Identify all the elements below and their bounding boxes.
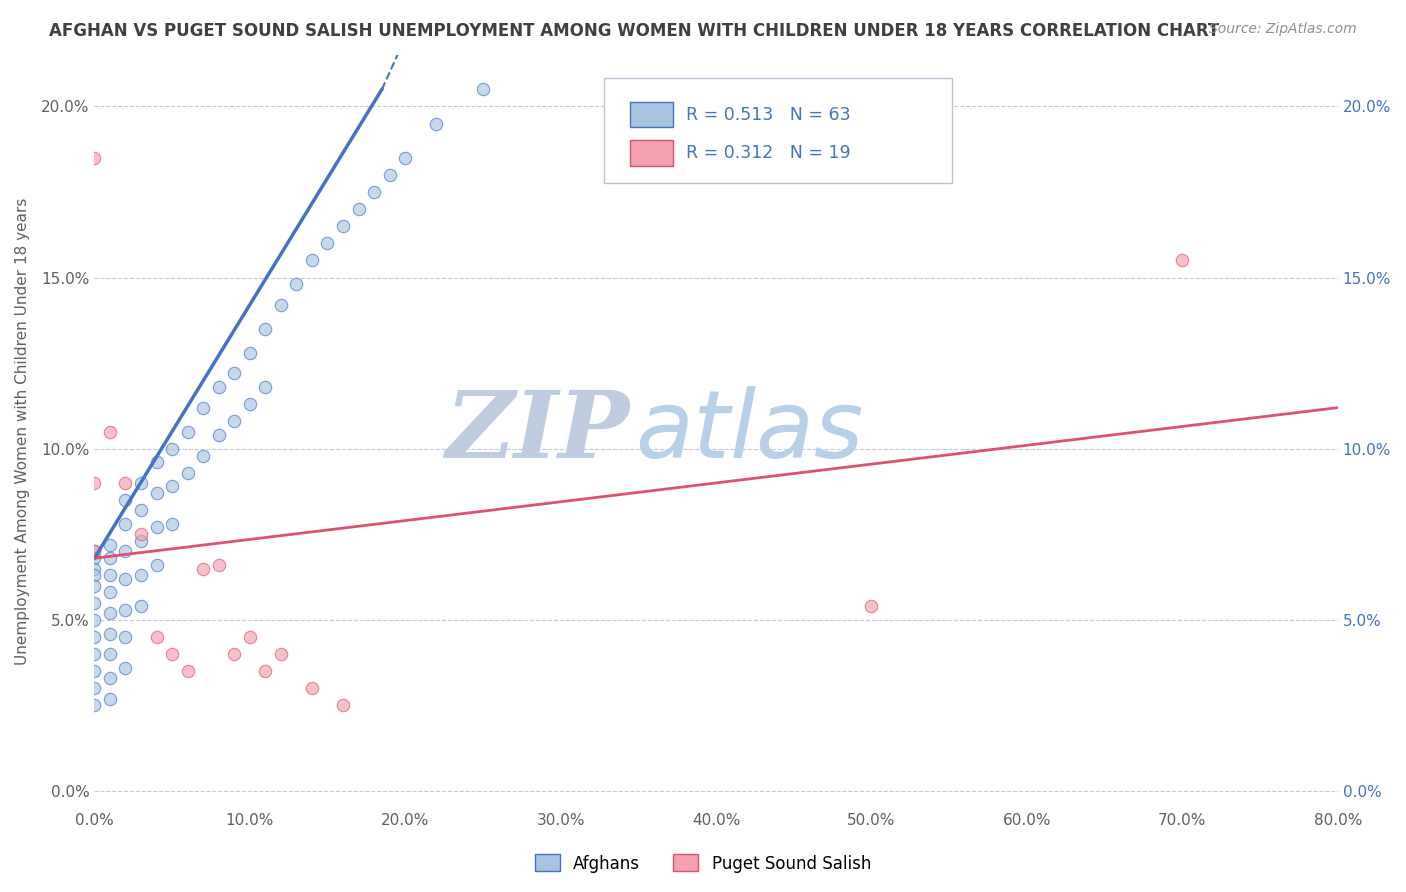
- Text: ZIP: ZIP: [444, 386, 628, 476]
- Y-axis label: Unemployment Among Women with Children Under 18 years: Unemployment Among Women with Children U…: [15, 198, 30, 665]
- Point: [301, 681, 323, 696]
- Point: [254, 322, 277, 336]
- Point: [98, 568, 121, 582]
- Point: [471, 82, 494, 96]
- Point: [114, 475, 136, 490]
- Point: [129, 534, 152, 549]
- Point: [1171, 253, 1194, 268]
- Point: [191, 561, 214, 575]
- FancyBboxPatch shape: [630, 102, 672, 128]
- Point: [860, 599, 883, 614]
- Point: [347, 202, 370, 216]
- Point: [332, 219, 354, 234]
- Point: [145, 455, 167, 469]
- Point: [254, 664, 277, 678]
- Point: [98, 551, 121, 566]
- Point: [129, 503, 152, 517]
- Text: R = 0.312   N = 19: R = 0.312 N = 19: [686, 144, 851, 162]
- Point: [191, 401, 214, 415]
- Point: [129, 599, 152, 614]
- Point: [270, 647, 292, 661]
- Point: [114, 630, 136, 644]
- Point: [208, 558, 231, 573]
- Point: [83, 681, 105, 696]
- Text: R = 0.513   N = 63: R = 0.513 N = 63: [686, 105, 851, 124]
- Point: [114, 544, 136, 558]
- Point: [160, 516, 183, 531]
- Point: [332, 698, 354, 713]
- Point: [160, 479, 183, 493]
- Point: [83, 544, 105, 558]
- Point: [176, 664, 198, 678]
- Point: [145, 558, 167, 573]
- Point: [114, 572, 136, 586]
- Point: [83, 596, 105, 610]
- Point: [83, 475, 105, 490]
- Point: [83, 664, 105, 678]
- Text: AFGHAN VS PUGET SOUND SALISH UNEMPLOYMENT AMONG WOMEN WITH CHILDREN UNDER 18 YEA: AFGHAN VS PUGET SOUND SALISH UNEMPLOYMEN…: [49, 22, 1219, 40]
- Point: [98, 691, 121, 706]
- Point: [83, 544, 105, 558]
- Point: [98, 425, 121, 439]
- Point: [224, 414, 246, 428]
- Point: [363, 185, 385, 199]
- Point: [129, 568, 152, 582]
- Point: [98, 626, 121, 640]
- Point: [160, 442, 183, 456]
- Point: [145, 486, 167, 500]
- Point: [98, 537, 121, 551]
- Point: [191, 449, 214, 463]
- Point: [83, 613, 105, 627]
- Point: [83, 561, 105, 575]
- Point: [378, 168, 401, 182]
- Point: [114, 516, 136, 531]
- Point: [83, 551, 105, 566]
- Point: [224, 367, 246, 381]
- Point: [114, 493, 136, 508]
- Point: [129, 527, 152, 541]
- Point: [145, 520, 167, 534]
- Point: [83, 568, 105, 582]
- Point: [176, 466, 198, 480]
- Point: [316, 236, 339, 251]
- Point: [208, 380, 231, 394]
- Point: [270, 298, 292, 312]
- Point: [114, 602, 136, 616]
- Point: [394, 151, 416, 165]
- Point: [98, 647, 121, 661]
- Text: Source: ZipAtlas.com: Source: ZipAtlas.com: [1209, 22, 1357, 37]
- Point: [129, 475, 152, 490]
- FancyBboxPatch shape: [630, 140, 672, 166]
- Point: [114, 661, 136, 675]
- Point: [254, 380, 277, 394]
- Point: [83, 698, 105, 713]
- Point: [425, 117, 447, 131]
- Text: atlas: atlas: [636, 386, 863, 477]
- Point: [145, 630, 167, 644]
- Point: [160, 647, 183, 661]
- Point: [176, 425, 198, 439]
- Point: [239, 346, 262, 360]
- Point: [208, 428, 231, 442]
- Point: [301, 253, 323, 268]
- Point: [83, 647, 105, 661]
- FancyBboxPatch shape: [605, 78, 952, 183]
- Point: [239, 630, 262, 644]
- Point: [98, 671, 121, 685]
- Point: [83, 151, 105, 165]
- Point: [239, 397, 262, 411]
- Legend: Afghans, Puget Sound Salish: Afghans, Puget Sound Salish: [529, 847, 877, 880]
- Point: [285, 277, 308, 292]
- Point: [98, 585, 121, 599]
- Point: [98, 606, 121, 620]
- Point: [83, 630, 105, 644]
- Point: [83, 579, 105, 593]
- Point: [224, 647, 246, 661]
